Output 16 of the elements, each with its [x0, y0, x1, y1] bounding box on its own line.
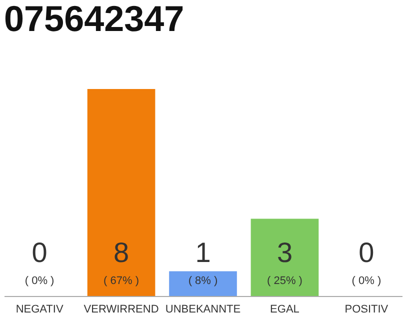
annotation: 3	[276, 237, 293, 268]
data-label: ( 0% )	[352, 275, 382, 287]
x-tick-label: UNBEKANNTE	[165, 304, 241, 316]
x-tick-label: POSITIV	[344, 304, 389, 316]
annotation: 0	[32, 237, 48, 268]
x-tick-label: NEGATIV	[16, 304, 64, 316]
data-label: ( 8% )	[188, 275, 218, 287]
data-label: ( 0% )	[24, 275, 54, 287]
annotation: 0	[358, 237, 374, 268]
x-tick-label: EGAL	[270, 304, 300, 316]
annotation: 8	[113, 237, 130, 268]
annotation: 1	[195, 237, 211, 268]
x-tick-label: VERWIRREND	[84, 304, 159, 316]
chart-title: 075642347	[4, 0, 184, 39]
data-label: ( 25% )	[266, 275, 302, 287]
data-label: ( 67% )	[104, 275, 140, 287]
